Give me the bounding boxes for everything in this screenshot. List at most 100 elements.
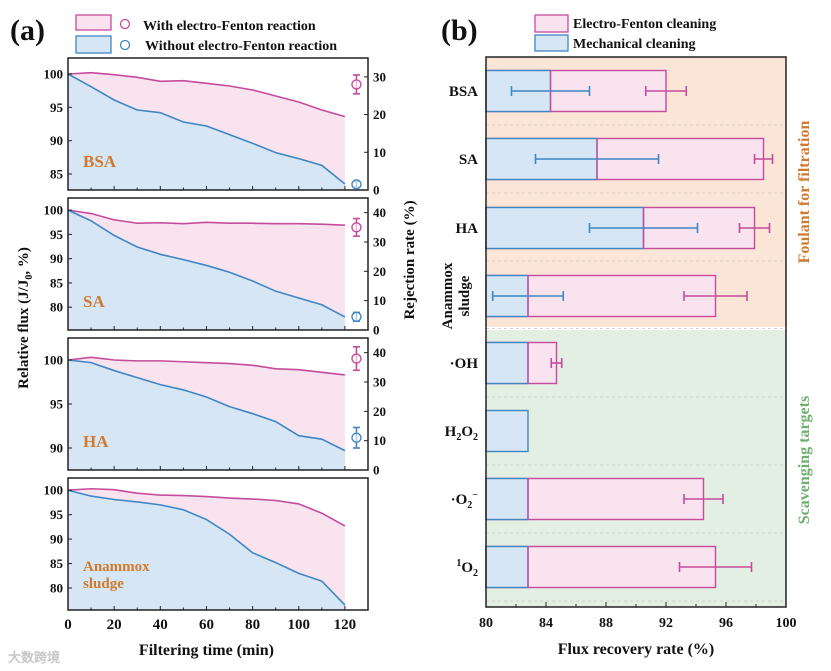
line-without — [67, 489, 346, 606]
y-tick-label: 90 — [50, 441, 63, 456]
category-label: Anammoxsludge — [440, 262, 473, 329]
rejection-point-without — [351, 179, 362, 190]
category-label: HA — [456, 221, 479, 237]
y-tick-label: 85 — [50, 556, 64, 571]
group-label-scavenging: Scavenging targets — [796, 396, 813, 524]
panel-b: (b) Electro-Fenton cleaning Mechanical cle… — [440, 14, 813, 658]
rejection-point-with — [351, 353, 362, 364]
plot-frame — [67, 197, 369, 331]
subplot-label: SA — [83, 292, 105, 311]
category-label: ·O2− — [451, 490, 479, 511]
x-tick-label: 88 — [599, 616, 613, 631]
bar-mechanical — [485, 341, 529, 385]
y2-tick-label: 0 — [373, 183, 380, 198]
rejection-point-without — [351, 432, 362, 443]
area-without — [68, 74, 345, 190]
legend-swatch-electro-fenton — [534, 14, 569, 33]
y-tick-label: 80 — [50, 300, 63, 315]
plot-frame — [67, 57, 369, 191]
x-tick-label: 100 — [776, 616, 797, 631]
bar-mechanical — [485, 545, 529, 589]
y2-axis-title: Rejection rate (%) — [402, 200, 418, 319]
subplot-label: sludge — [83, 576, 124, 592]
legend-swatch-mechanical — [534, 34, 569, 52]
y2-tick-label: 10 — [373, 293, 386, 308]
category-label: 1O2 — [456, 558, 478, 579]
y-tick-label: 100 — [44, 203, 64, 218]
x-tick-label: 0 — [64, 617, 72, 633]
x-tick-label: 80 — [479, 616, 493, 631]
bar-mechanical — [485, 477, 529, 521]
y-tick-label: 90 — [50, 133, 63, 148]
area-without — [68, 490, 345, 610]
subplot-bsa: 85 90 95 100 BSA 0 10 20 30 — [44, 57, 386, 198]
rejection-point-with — [351, 79, 362, 90]
area-without — [68, 210, 345, 330]
panel-label: (b) — [441, 14, 478, 47]
y-tick-label: 80 — [50, 581, 63, 596]
y2-tick-label: 0 — [373, 323, 380, 338]
y-tick-label: 85 — [50, 275, 64, 290]
legend-marker-with — [119, 18, 131, 30]
y2-tick-label: 20 — [373, 404, 386, 419]
y-tick-label: 100 — [44, 483, 64, 498]
y2-tick-label: 20 — [373, 107, 386, 122]
y-tick-label: 95 — [50, 507, 64, 522]
legend-label-electro-fenton: Electro-Fenton cleaning — [573, 17, 716, 32]
watermark: 大数跨境 — [8, 650, 60, 666]
area-without — [68, 360, 345, 470]
x-tick-label: 20 — [107, 617, 122, 633]
x-tick-label: 80 — [245, 617, 260, 633]
plot-frame — [67, 477, 369, 611]
y-axis-title: Relative flux (J/J0, %) — [16, 247, 35, 389]
panel-label: (a) — [10, 14, 45, 47]
subplot-label: HA — [83, 432, 109, 451]
y2-tick-label: 10 — [373, 433, 386, 448]
bar-mechanical — [485, 409, 529, 453]
x-tick-label: 100 — [288, 617, 311, 633]
y2-tick-label: 30 — [373, 375, 386, 390]
y-tick-label: 85 — [50, 167, 64, 182]
y-tick-label: 95 — [50, 100, 64, 115]
legend-marker-without — [119, 39, 131, 51]
y-tick-label: 100 — [44, 353, 64, 368]
x-tick-label: 120 — [334, 617, 357, 633]
legend-swatch-without — [75, 35, 112, 54]
group-label-foulant: Foulant for filtration — [796, 121, 813, 264]
y2-tick-label: 20 — [373, 264, 386, 279]
x-tick-label: 92 — [659, 616, 673, 631]
y2-tick-label: 40 — [373, 205, 386, 220]
line-with — [67, 209, 345, 226]
line-with — [67, 356, 346, 376]
category-label: SA — [459, 152, 478, 168]
subplot-ha: 90 95 100 HA 0 10 20 30 40 — [44, 337, 386, 478]
y-tick-label: 95 — [50, 397, 64, 412]
line-with — [67, 71, 346, 118]
category-label: ·OH — [450, 356, 479, 372]
rejection-point-without — [351, 311, 362, 322]
line-with — [67, 487, 346, 527]
x-axis-title: Flux recovery rate (%) — [558, 641, 715, 658]
y2-tick-label: 30 — [373, 69, 386, 84]
line-without — [67, 73, 346, 185]
y2-tick-label: 40 — [373, 345, 386, 360]
line-without — [67, 359, 346, 452]
panel-a: (a) With electro-Fenton reaction Without e… — [10, 14, 418, 659]
line-without — [67, 209, 346, 318]
y-tick-label: 95 — [50, 227, 64, 242]
y-tick-label: 90 — [50, 532, 63, 547]
legend-swatch-with — [75, 14, 112, 31]
y-tick-label: 100 — [44, 67, 64, 82]
rejection-point-with — [351, 222, 362, 233]
x-tick-label: 96 — [719, 616, 733, 631]
category-label: BSA — [449, 84, 478, 100]
x-axis-title: Filtering time (min) — [139, 642, 274, 659]
subplot-anammox-sludge: 80 85 90 95 100 Anammoxsludge 0 20 40 60 80 100 120 — [44, 477, 369, 633]
x-tick-label: 40 — [153, 617, 168, 633]
y2-tick-label: 10 — [373, 145, 386, 160]
subplot-label: BSA — [83, 152, 117, 171]
subplot-sa: 80 85 90 95 100 SA 0 10 20 30 40 — [44, 197, 386, 338]
y2-tick-label: 0 — [373, 463, 380, 478]
y-tick-label: 90 — [50, 251, 63, 266]
